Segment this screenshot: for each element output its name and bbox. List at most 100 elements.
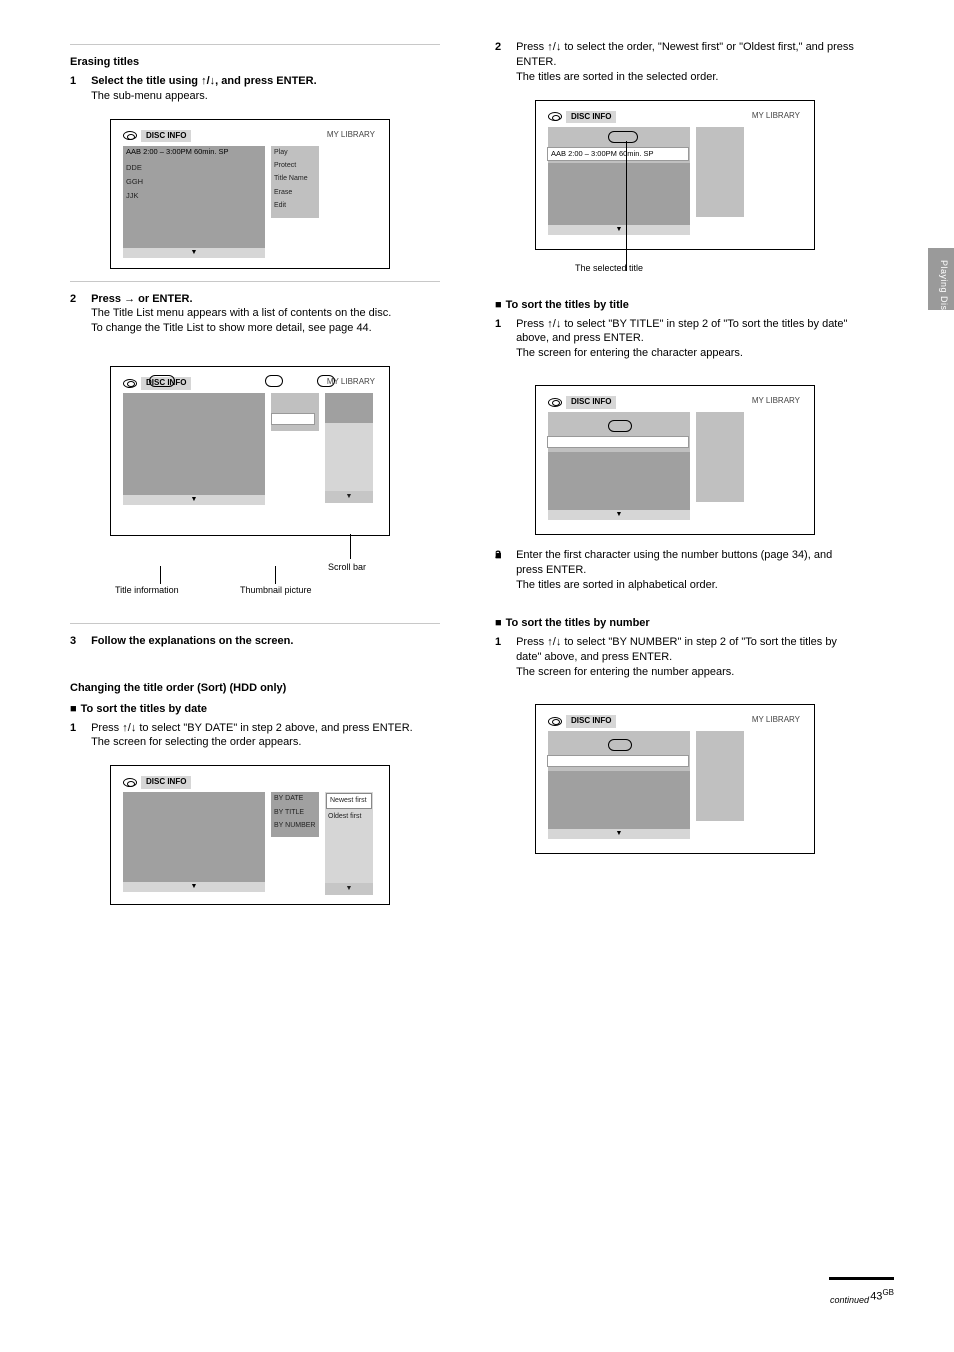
- sort-step-1: 1 Press / to select "BY DATE" in step 2 …: [70, 721, 440, 751]
- arrow-up-icon: [122, 722, 128, 734]
- panel-scroll-icon: [123, 495, 265, 505]
- arrow-up-icon: [547, 318, 553, 330]
- step-2-sub2: To change the Title List to show more de…: [91, 322, 372, 334]
- step-1-text-a: Select the title using: [91, 75, 201, 87]
- side-scroll-icon: [325, 883, 373, 894]
- input-row: [547, 436, 689, 448]
- list-item: JJK: [123, 190, 142, 202]
- bytitle-2-sub: The titles are sorted in alphabetical or…: [516, 579, 718, 591]
- step-3: 3 Follow the explanations on the screen.: [70, 634, 440, 649]
- step-3-text: Follow the explanations on the screen.: [91, 634, 431, 649]
- callout-line: [275, 566, 276, 584]
- bullet-sort-by-title: To sort the titles by title: [495, 298, 865, 313]
- screen-titlelist-main: DISC INFO MY LIBRARY: [110, 366, 390, 536]
- bullet-sort-by-date: To sort the titles by date: [70, 702, 440, 717]
- subhead-sort: Changing the title order (Sort) (HDD onl…: [70, 681, 440, 696]
- sort-1-num: 1: [70, 721, 88, 736]
- submenu-item: Play: [271, 146, 319, 159]
- rule: [70, 281, 440, 282]
- callout-ring: [608, 739, 632, 751]
- r-step-2-text-a: Press: [516, 41, 547, 53]
- disc-icon: [548, 717, 562, 726]
- screen-by-title: DISC INFO MY LIBRARY: [535, 385, 815, 535]
- right-column: 2 Press / to select the order, "Newest f…: [495, 40, 865, 917]
- side-panel: [696, 412, 744, 502]
- step-2-text-b: or ENTER.: [135, 293, 192, 305]
- callout-ring: [265, 375, 283, 387]
- continued-label: continued: [830, 1294, 869, 1306]
- step-2-sub1: The Title List menu appears with a list …: [91, 307, 391, 319]
- row: [123, 792, 265, 806]
- screen-selected-title: DISC INFO MY LIBRARY AAB 2:00 – 3:00PM 6…: [535, 100, 815, 250]
- bytitle-1-text-b: to select "BY TITLE" in step 2 of "To so…: [516, 318, 847, 345]
- input-row: [547, 755, 689, 767]
- callout-line: [350, 534, 351, 559]
- side-panel: [696, 731, 744, 821]
- submenu-item: Edit: [271, 199, 319, 212]
- r-step-2: 2 Press / to select the order, "Newest f…: [495, 40, 865, 85]
- section-title: Erasing titles: [70, 55, 440, 70]
- sort-item: BY DATE: [271, 792, 319, 805]
- screen-sort-by-date: DISC INFO BY DATE BY TITLE BY NUMBER New…: [110, 765, 390, 905]
- row: [123, 393, 265, 407]
- bytitle-2-num: 2: [495, 548, 513, 563]
- callout-line: [626, 141, 627, 271]
- thumb-row: [271, 413, 315, 425]
- sort-submenu: Newest first Oldest first: [325, 792, 373, 892]
- bynumber-1-text-a: Press: [516, 636, 547, 648]
- list-body: [123, 407, 265, 495]
- submenu-item: Erase: [271, 186, 319, 199]
- bytitle-2-text: Enter the first character using the numb…: [516, 549, 832, 576]
- list-body: [548, 163, 690, 225]
- bynumber-1-sub: The screen for entering the number appea…: [516, 666, 734, 678]
- disc-icon: [123, 131, 137, 140]
- callout-ring: [608, 131, 638, 143]
- screen2-wrapper: Disc name Sort buttons DISC INFO MY LIBR…: [110, 366, 430, 591]
- list-body: [123, 806, 265, 882]
- sort-option: Oldest first: [325, 810, 373, 823]
- r-step-2-num: 2: [495, 40, 513, 55]
- rule: [70, 44, 440, 45]
- step-2: 2 Press or ENTER. The Title List menu ap…: [70, 292, 440, 337]
- sort-1-sub: The screen for selecting the order appea…: [91, 736, 301, 748]
- screen-right: MY LIBRARY: [752, 111, 800, 122]
- screen-label: DISC INFO: [566, 396, 616, 409]
- step-1-sub: The sub-menu appears.: [91, 90, 208, 102]
- arrow-right-icon: [124, 293, 135, 305]
- bytitle-step-1: 1 Press / to select "BY TITLE" in step 2…: [495, 317, 865, 362]
- bynumber-1-text-b: to select "BY NUMBER" in step 2 of "To s…: [516, 636, 837, 663]
- selected-title-row: AAB 2:00 – 3:00PM 60min. SP: [547, 147, 689, 161]
- side-scroll-icon: [325, 491, 373, 502]
- screen-right: MY LIBRARY: [327, 130, 375, 141]
- list-body: [548, 452, 690, 510]
- panel-scroll-icon: [123, 882, 265, 892]
- screen-label: DISC INFO: [566, 715, 616, 728]
- callout-selected-title: The selected title: [575, 262, 865, 274]
- panel-scroll-icon: [548, 510, 690, 520]
- disc-icon: [548, 112, 562, 121]
- screen-r3-wrapper: Entered character DISC INFO MY LIBRARY: [495, 704, 865, 854]
- page-rule: [829, 1277, 894, 1280]
- rule: [70, 623, 440, 624]
- bytitle-1-num: 1: [495, 317, 513, 332]
- step-1: 1 Select the title using /, and press EN…: [70, 74, 440, 104]
- callout-thumb: Thumbnail picture: [240, 584, 312, 596]
- bynumber-step-1: 1 Press / to select "BY NUMBER" in step …: [495, 635, 865, 680]
- left-column: Erasing titles 1 Select the title using …: [70, 40, 440, 917]
- callout-title-info: Title information: [115, 584, 179, 596]
- sort-option: Newest first: [326, 793, 372, 808]
- r-step-2-text-b: to select the order, "Newest first" or "…: [516, 41, 854, 68]
- screen-titlelist-submenu: DISC INFO MY LIBRARY AAB 2:00 – 3:00PM 6…: [110, 119, 390, 269]
- screen-right: MY LIBRARY: [752, 396, 800, 407]
- panel-scroll-icon: [123, 248, 265, 258]
- bynumber-1-num: 1: [495, 635, 513, 650]
- list-item: GGH: [123, 176, 146, 188]
- bytitle-1-sub: The screen for entering the character ap…: [516, 347, 743, 359]
- screen-label: DISC INFO: [566, 111, 616, 124]
- arrow-up-icon: [201, 75, 207, 87]
- bytitle-step-2: 2 Enter the first character using the nu…: [495, 548, 865, 593]
- submenu-item: Title Name: [271, 172, 319, 185]
- arrow-up-icon: [547, 41, 553, 53]
- screen-right: MY LIBRARY: [752, 715, 800, 726]
- panel-scroll-icon: [548, 225, 690, 235]
